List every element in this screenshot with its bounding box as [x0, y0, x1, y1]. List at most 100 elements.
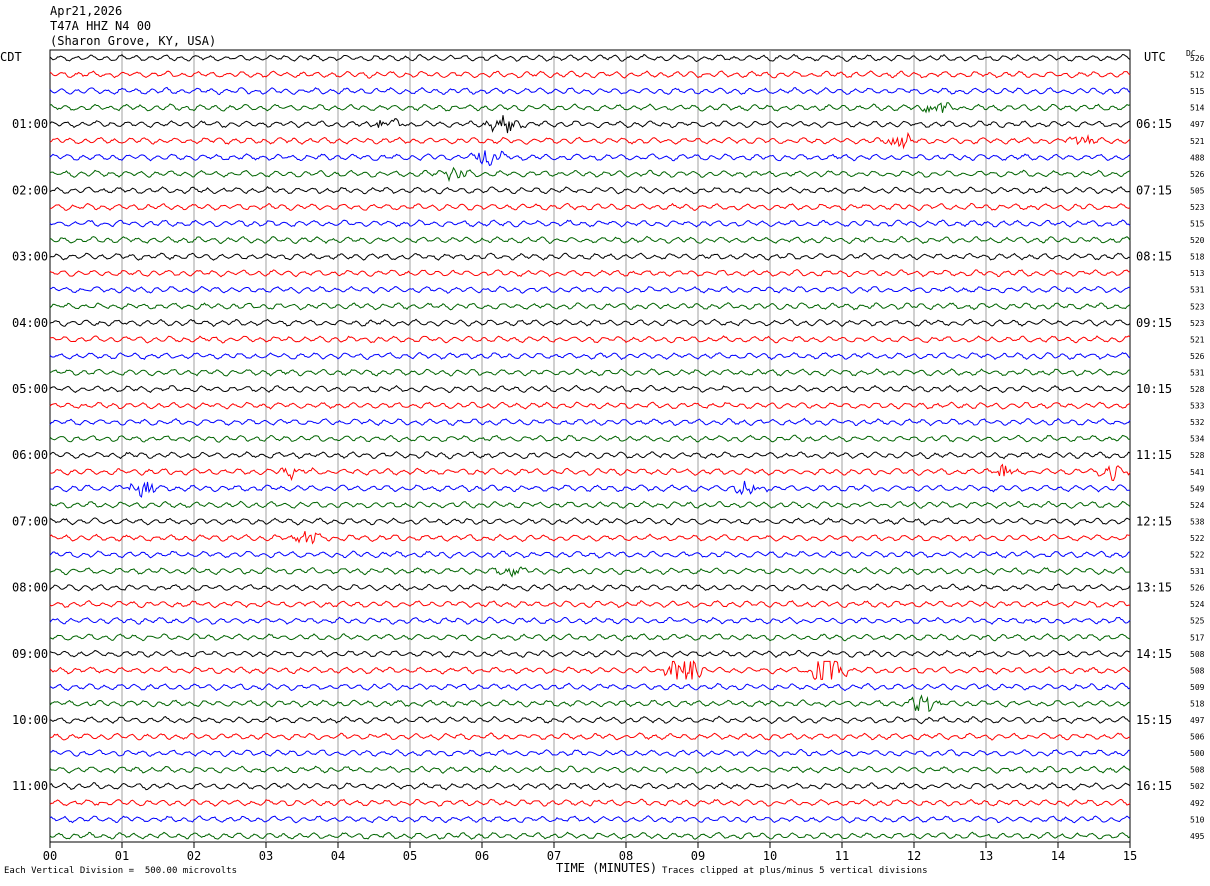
dc-offset-row-34: 525 — [1190, 617, 1205, 626]
trace-row-25 — [49, 463, 1131, 482]
dc-offset-row-8: 505 — [1190, 186, 1205, 195]
dc-offset-row-22: 532 — [1190, 418, 1205, 427]
trace-row-13 — [49, 269, 1131, 278]
station-code-label: T47A HHZ N4 00 — [50, 19, 152, 33]
trace-row-5 — [49, 131, 1131, 150]
right-hour-label-3: 09:15 — [1136, 316, 1172, 330]
x-tick-label-11: 11 — [835, 849, 849, 863]
left-hour-label-7: 08:00 — [12, 581, 48, 595]
trace-row-8 — [49, 186, 1131, 195]
x-tick-label-07: 07 — [547, 849, 561, 863]
dc-offset-row-20: 528 — [1190, 385, 1205, 394]
trace-row-36 — [49, 649, 1131, 659]
x-tick-label-09: 09 — [691, 849, 705, 863]
trace-row-30 — [49, 550, 1131, 559]
dc-offset-row-40: 497 — [1190, 716, 1205, 725]
right-hour-label-5: 11:15 — [1136, 448, 1172, 462]
right-hour-label-6: 12:15 — [1136, 514, 1172, 528]
clip-note: Traces clipped at plus/minus 5 vertical … — [662, 866, 928, 876]
trace-row-11 — [49, 235, 1131, 245]
station-header: Apr21,2026 T47A HHZ N4 00 (Sharon Grove,… — [50, 4, 216, 49]
trace-row-47 — [49, 831, 1131, 840]
dc-offset-row-36: 508 — [1190, 650, 1205, 659]
date-label: Apr21,2026 — [50, 4, 123, 18]
dc-offset-row-27: 524 — [1190, 501, 1205, 510]
x-tick-label-05: 05 — [403, 849, 417, 863]
x-tick-label-01: 01 — [115, 849, 129, 863]
x-tick-label-00: 00 — [43, 849, 57, 863]
x-tick-label-14: 14 — [1051, 849, 1065, 863]
x-tick-label-15: 15 — [1123, 849, 1137, 863]
trace-row-42 — [49, 748, 1131, 758]
right-hour-label-0: 06:15 — [1136, 117, 1172, 131]
dc-offset-row-24: 528 — [1190, 451, 1205, 460]
dc-offset-row-32: 526 — [1190, 584, 1205, 593]
trace-row-43 — [49, 765, 1131, 774]
trace-row-22 — [49, 417, 1131, 427]
dc-offset-row-47: 495 — [1190, 832, 1205, 841]
dc-offset-row-28: 538 — [1190, 517, 1205, 526]
dc-offset-row-43: 508 — [1190, 766, 1205, 775]
left-timezone-label: CDT — [0, 50, 22, 64]
dc-offset-row-46: 510 — [1190, 815, 1205, 824]
trace-row-31 — [49, 566, 1131, 578]
trace-row-29 — [49, 531, 1131, 545]
right-hour-label-2: 08:15 — [1136, 250, 1172, 264]
dc-offset-row-12: 518 — [1190, 253, 1205, 262]
dc-offset-row-9: 523 — [1190, 203, 1205, 212]
dc-offset-row-44: 502 — [1190, 782, 1205, 791]
dc-offset-row-41: 506 — [1190, 733, 1205, 742]
trace-row-17 — [49, 335, 1131, 344]
trace-row-20 — [49, 384, 1131, 394]
x-tick-label-13: 13 — [979, 849, 993, 863]
dc-offset-row-45: 492 — [1190, 799, 1205, 808]
trace-row-4 — [49, 115, 1131, 134]
dc-offset-row-11: 520 — [1190, 236, 1205, 245]
left-hour-label-2: 03:00 — [12, 250, 48, 264]
trace-row-44 — [49, 781, 1131, 791]
x-tick-label-03: 03 — [259, 849, 273, 863]
dc-offset-row-29: 522 — [1190, 534, 1205, 543]
dc-offset-row-14: 531 — [1190, 286, 1205, 295]
trace-row-46 — [49, 815, 1131, 824]
trace-row-10 — [49, 219, 1131, 228]
left-hour-label-0: 01:00 — [12, 117, 48, 131]
trace-row-19 — [49, 368, 1131, 377]
x-tick-label-02: 02 — [187, 849, 201, 863]
trace-row-2 — [49, 86, 1131, 96]
dc-offset-row-2: 515 — [1190, 87, 1205, 96]
left-hour-label-8: 09:00 — [12, 647, 48, 661]
dc-offset-row-37: 508 — [1190, 666, 1205, 675]
trace-row-27 — [49, 500, 1131, 509]
dc-offset-row-16: 523 — [1190, 319, 1205, 328]
dc-offset-row-21: 533 — [1190, 402, 1205, 411]
dc-offset-row-10: 515 — [1190, 220, 1205, 229]
trace-row-39 — [49, 694, 1131, 713]
left-hour-label-4: 05:00 — [12, 382, 48, 396]
dc-offset-row-7: 526 — [1190, 170, 1205, 179]
dc-offset-row-39: 518 — [1190, 699, 1205, 708]
trace-row-37 — [49, 660, 1131, 681]
trace-row-18 — [49, 352, 1131, 361]
left-hour-label-10: 11:00 — [12, 779, 48, 793]
trace-row-41 — [50, 732, 1131, 741]
dc-offset-row-5: 521 — [1190, 137, 1205, 146]
dc-offset-row-17: 521 — [1190, 335, 1205, 344]
scale-note: Each Vertical Division = 500.00 microvol… — [4, 866, 237, 876]
x-axis-label: TIME (MINUTES) — [556, 861, 658, 875]
right-timezone-label: UTC — [1144, 50, 1166, 64]
dc-offset-header: DC — [1186, 49, 1196, 58]
trace-row-16 — [49, 318, 1131, 327]
dc-offset-row-42: 500 — [1190, 749, 1205, 758]
left-hour-label-3: 04:00 — [12, 316, 48, 330]
trace-row-35 — [49, 633, 1131, 642]
trace-row-32 — [49, 583, 1131, 592]
x-tick-label-06: 06 — [475, 849, 489, 863]
dc-offset-row-31: 531 — [1190, 567, 1205, 576]
right-hour-label-7: 13:15 — [1136, 581, 1172, 595]
trace-row-33 — [49, 599, 1131, 609]
trace-row-24 — [49, 451, 1131, 460]
trace-row-34 — [49, 616, 1131, 625]
left-hour-label-6: 07:00 — [12, 514, 48, 528]
